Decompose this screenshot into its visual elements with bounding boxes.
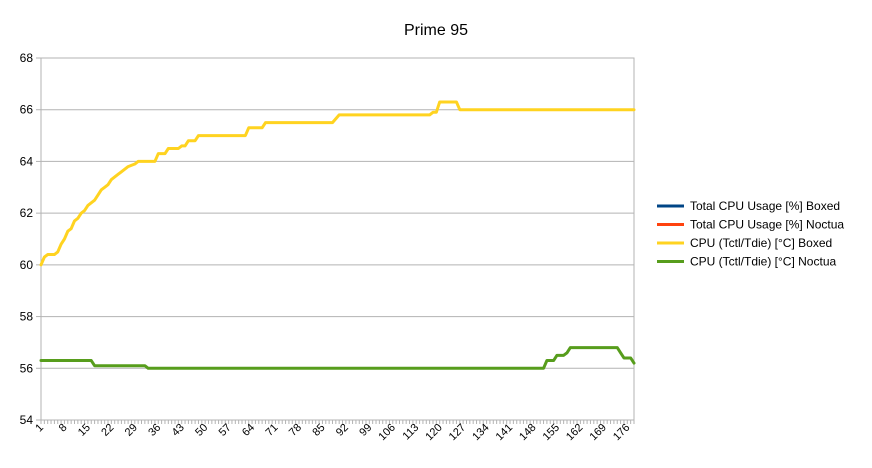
x-tick-label: 57 [217,422,234,439]
x-tick-label: 141 [494,422,515,443]
x-tick-label: 169 [588,422,609,443]
x-tick-label: 106 [376,422,397,443]
y-tick-label: 62 [20,206,34,220]
legend-label: CPU (Tctl/Tdie) [°C] Noctua [690,255,836,269]
x-tick-label: 36 [146,422,163,439]
series-line-3 [39,346,636,370]
x-tick-label: 64 [240,422,257,439]
y-tick-label: 64 [20,154,34,168]
x-tick-label: 99 [357,422,374,439]
x-tick-label: 155 [541,422,562,443]
x-tick-label: 176 [611,422,632,443]
series-lines [39,100,636,370]
x-tick-label: 127 [447,422,468,443]
x-tick-label: 134 [470,422,491,443]
y-tick-label: 60 [20,258,34,272]
x-axis-ticks: 1 8 15 22 29 36 43 50 57 64 71 78 85 92 99 106 113 120 127… [33,420,635,443]
x-tick-label: 120 [423,422,444,443]
x-tick-label: 162 [564,422,585,443]
y-tick-label: 68 [20,51,34,65]
x-tick-label: 92 [334,422,351,439]
y-tick-label: 58 [20,310,34,324]
x-tick-label: 29 [123,422,140,439]
x-tick-label: 50 [193,422,210,439]
y-axis-ticks: 54 56 58 60 62 64 66 68 [20,51,41,427]
y-tick-label: 56 [20,361,34,375]
series-line-2 [39,100,636,267]
legend-label: CPU (Tctl/Tdie) [°C] Boxed [690,236,832,250]
legend-label: Total CPU Usage [%] Boxed [690,199,840,213]
x-tick-label: 78 [287,422,304,439]
x-tick-label: 113 [400,422,421,443]
legend-label: Total CPU Usage [%] Noctua [690,218,844,232]
x-tick-label: 85 [310,422,327,439]
x-tick-label: 15 [76,422,93,439]
legend: Total CPU Usage [%] Boxed Total CPU Usage… [657,199,844,269]
x-tick-label: 43 [170,422,187,439]
y-tick-label: 66 [20,103,34,117]
chart-title: Prime 95 [404,22,468,39]
x-tick-label: 71 [263,422,280,439]
x-tick-label: 22 [99,422,116,439]
x-tick-label: 148 [517,422,538,443]
y-tick-label: 54 [20,413,34,427]
